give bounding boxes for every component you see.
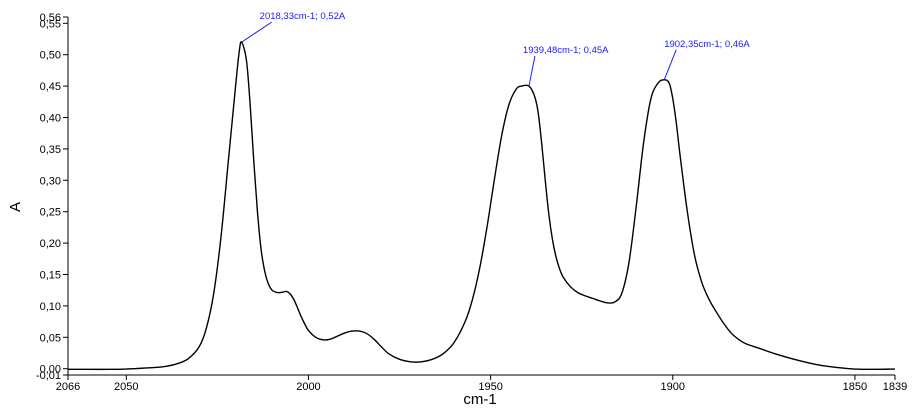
x-axis-ticks: 2066 2050 2000 1950 1900 1850 1839 [56, 375, 907, 393]
peak-annotations: 2018,33cm-1; 0,52A 1939,48cm-1; 0,45A 1902… [241, 11, 750, 87]
x-tick-label: 2050 [114, 381, 138, 393]
annotation-leader-line [241, 21, 272, 43]
y-tick-label: 0,10 [40, 301, 61, 313]
y-tick-label: 0,55 [40, 18, 61, 30]
axes [67, 17, 895, 376]
y-axis-ticks: -0,010,00 0,05 0,10 0,15 0,20 0,25 0,30 0,35 0,4… [36, 12, 68, 382]
y-axis-label: A [7, 202, 24, 212]
annotation-leader-line [663, 49, 677, 80]
y-tick-label: 0,20 [40, 238, 61, 250]
y-tick-label: 0,05 [40, 332, 61, 344]
peak-annotation-label: 2018,33cm-1; 0,52A [260, 11, 346, 22]
spectrum-line [68, 41, 896, 371]
y-tick-label: -0,01 [36, 370, 61, 382]
y-tick-label: 0,30 [40, 175, 61, 187]
y-tick-label: 0,15 [40, 270, 61, 282]
x-tick-label: 2066 [56, 381, 80, 393]
y-tick-label: 0,56 [40, 12, 61, 24]
x-tick-label: 1850 [843, 381, 867, 393]
x-tick-label: 1839 [883, 381, 907, 393]
y-tick-label: 0,35 [40, 144, 61, 156]
x-tick-label: 1900 [661, 381, 685, 393]
x-tick-label: 1950 [478, 381, 502, 393]
peak-annotation-label: 1902,35cm-1; 0,46A [664, 39, 750, 50]
x-tick-label: 2000 [296, 381, 320, 393]
x-axis-label: cm-1 [463, 391, 496, 408]
y-tick-label: 0,45 [40, 81, 61, 93]
y-tick-label: 0,00 [40, 364, 61, 376]
annotation-leader-line [528, 55, 536, 87]
y-tick-label: 0,40 [40, 112, 61, 124]
y-tick-label: 0,50 [40, 50, 61, 62]
series-layer [68, 41, 896, 371]
peak-annotation-label: 1939,48cm-1; 0,45A [523, 45, 609, 56]
y-tick-label: 0,25 [40, 207, 61, 219]
